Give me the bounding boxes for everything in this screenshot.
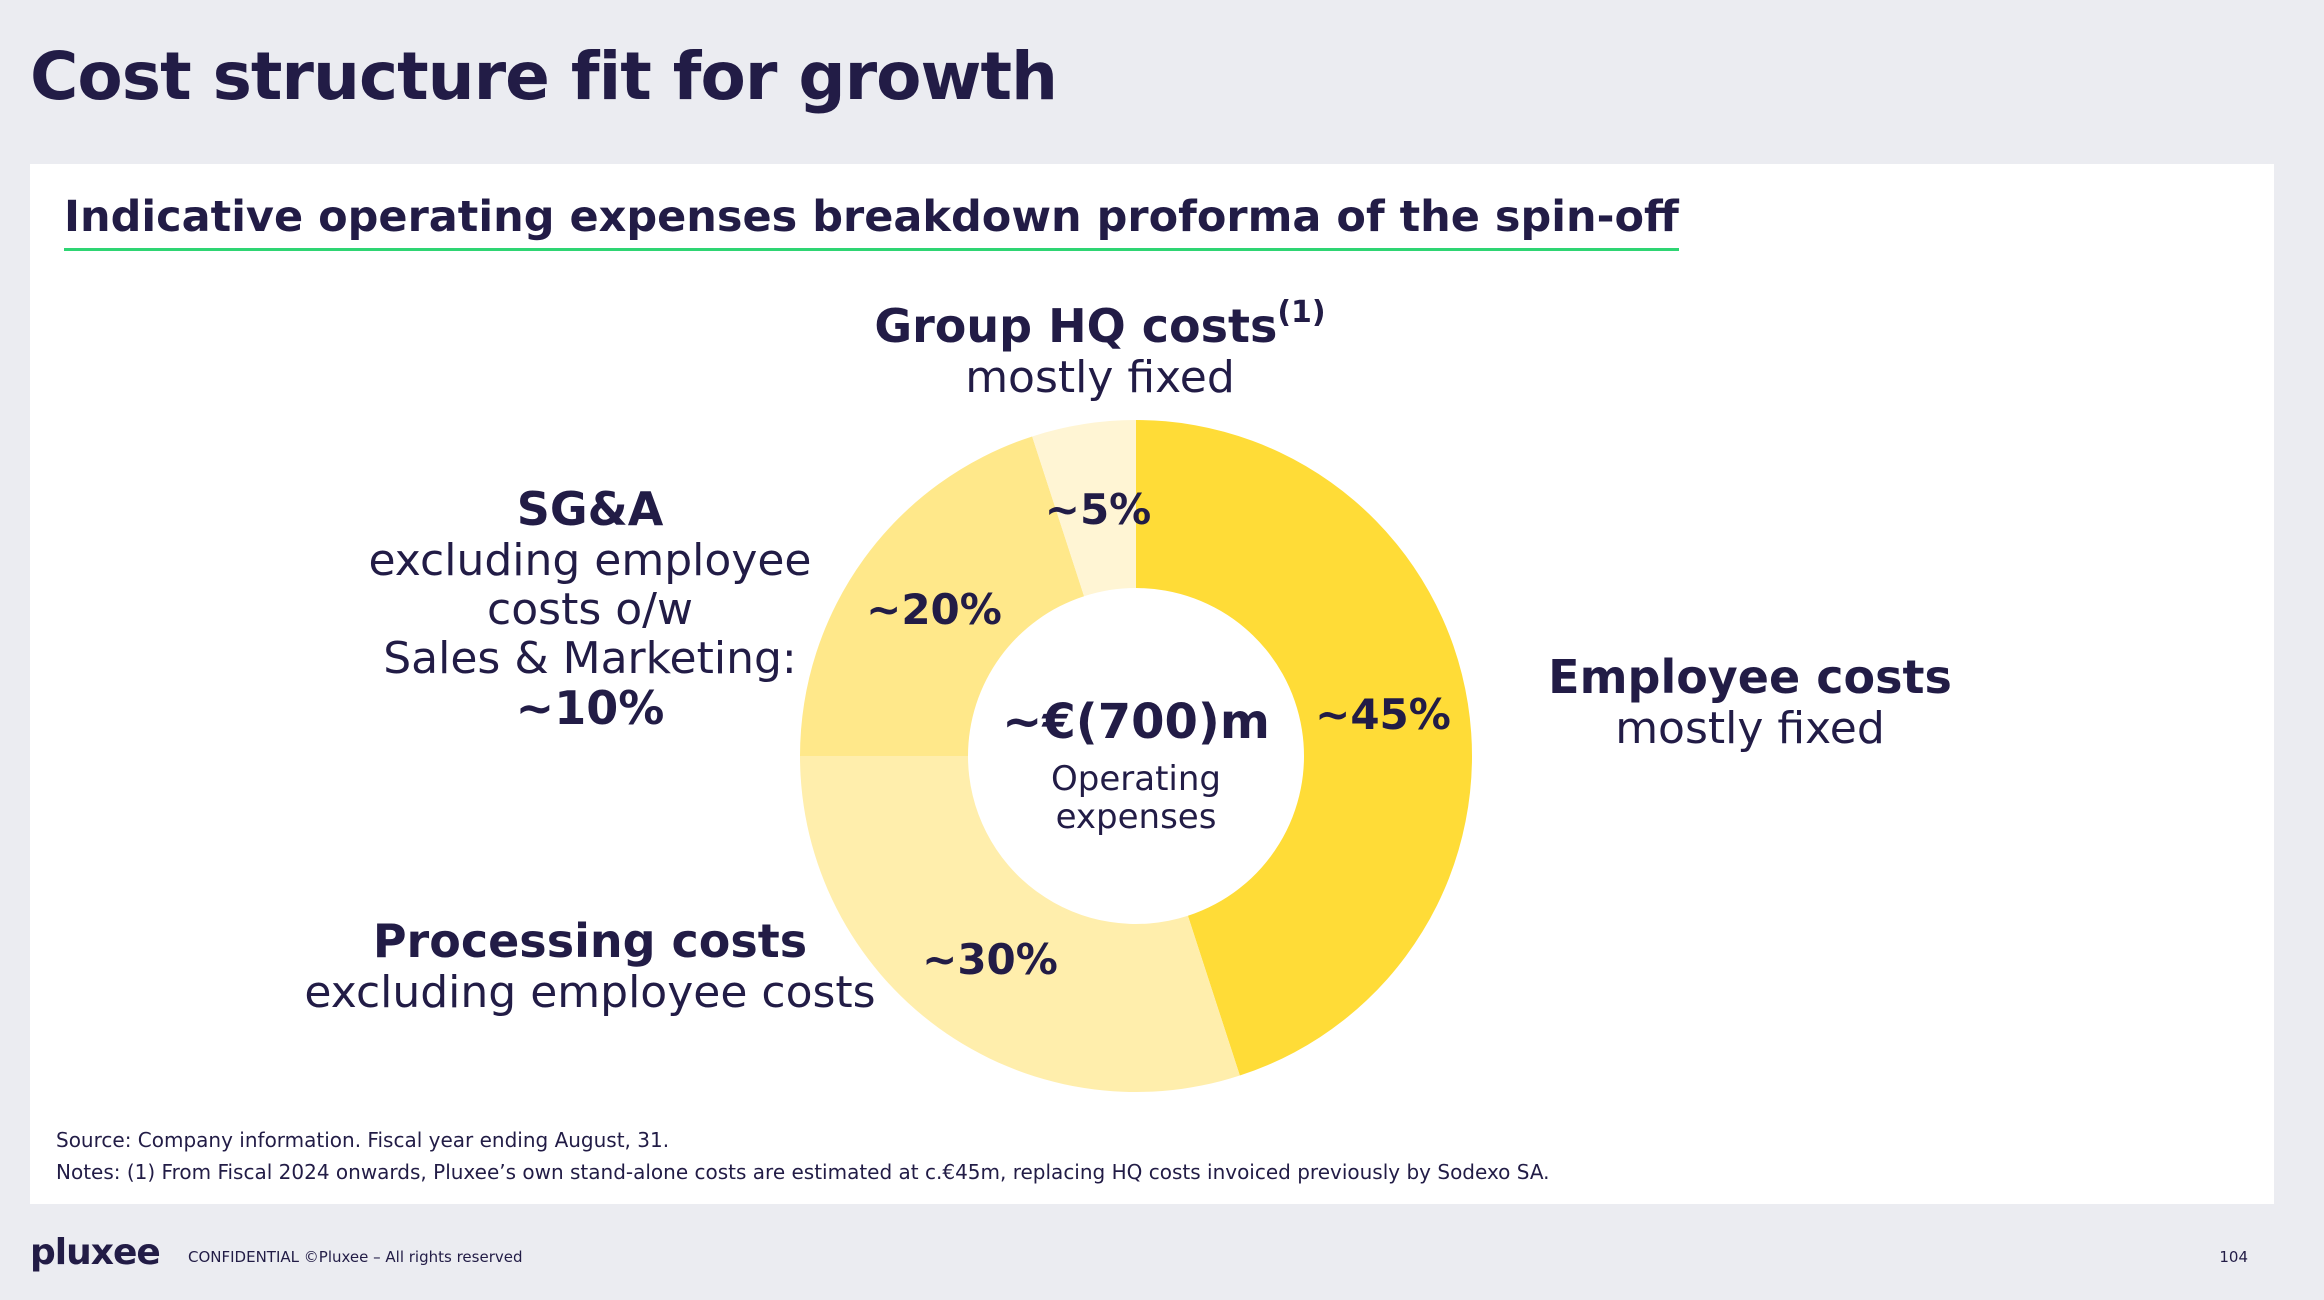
label-employee-desc: mostly fixed (1615, 702, 1885, 754)
chart-subtitle: Indicative operating expenses breakdown … (64, 192, 1679, 251)
donut-slices (800, 420, 1473, 1092)
slice-label-hq: ~5% (1045, 485, 1152, 534)
label-sga-line2: costs o/w (487, 583, 693, 635)
label-processing-title: Processing costs (372, 914, 808, 968)
label-sga-line1: excluding employee (368, 534, 812, 586)
slice-label-processing: ~30% (922, 935, 1058, 984)
label-processing: Processing costs excluding employee cost… (230, 914, 950, 1018)
donut-slice-sg-a (800, 436, 1085, 756)
donut-center-label-1: Operating (1051, 759, 1221, 799)
donut-center-value: ~€(700)m (1002, 694, 1270, 750)
donut-slice-processing-costs (800, 756, 1240, 1092)
label-group-hq-desc: mostly fixed (965, 351, 1235, 403)
label-sga-line3: Sales & Marketing: (383, 633, 797, 685)
content-panel: Indicative operating expenses breakdown … (30, 164, 2274, 1204)
opex-donut-chart: ~45% ~30% ~20% ~5% ~€(700)m Operating ex… (800, 420, 1473, 1092)
label-employee: Employee costs mostly fixed (1410, 650, 2090, 754)
slice-label-employee: ~45% (1315, 690, 1451, 739)
label-sga: SG&A excluding employee costs o/w Sales … (240, 482, 940, 736)
label-employee-title: Employee costs (1548, 650, 1952, 704)
source-note: Source: Company information. Fiscal year… (56, 1128, 670, 1152)
donut-slice-employee-costs (1136, 420, 1473, 1076)
footnote-marker: (1) (1277, 295, 1326, 330)
label-sga-value: ~10% (515, 681, 665, 736)
donut-slice-group-hq-costs (1032, 420, 1136, 597)
label-sga-title: SG&A (516, 482, 664, 536)
footnote: Notes: (1) From Fiscal 2024 onwards, Plu… (56, 1160, 1550, 1184)
label-group-hq: Group HQ costs(1) mostly fixed (750, 296, 1450, 402)
confidential-footer: CONFIDENTIAL ©Pluxee – All rights reserv… (188, 1248, 523, 1266)
page-number: 104 (2219, 1248, 2248, 1266)
slice-label-sga: ~20% (866, 585, 1002, 634)
donut-center-label-2: expenses (1056, 797, 1217, 837)
label-processing-desc: excluding employee costs (304, 966, 876, 1018)
label-group-hq-title: Group HQ costs (874, 299, 1278, 353)
slide-title: Cost structure fit for growth (30, 38, 1058, 115)
pluxee-logo: pluxee (30, 1232, 161, 1273)
